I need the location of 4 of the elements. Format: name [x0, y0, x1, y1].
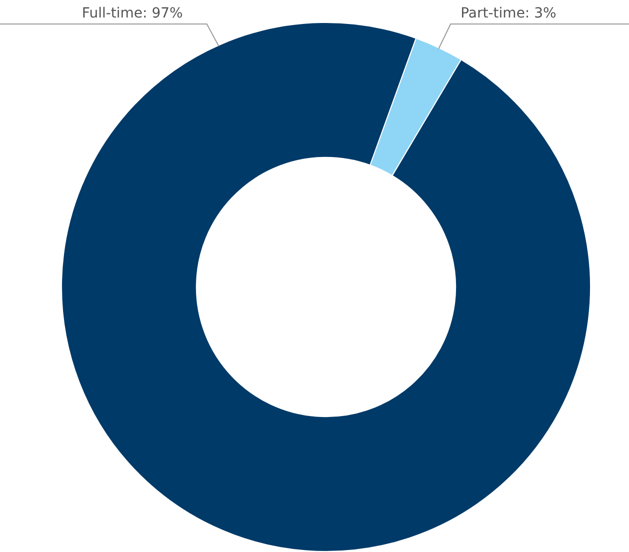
data-label: : 97% [142, 6, 183, 22]
slice-label: Part-time [460, 6, 525, 22]
slice-label: Full-time [82, 6, 143, 22]
data-label: : 3% [524, 6, 556, 22]
